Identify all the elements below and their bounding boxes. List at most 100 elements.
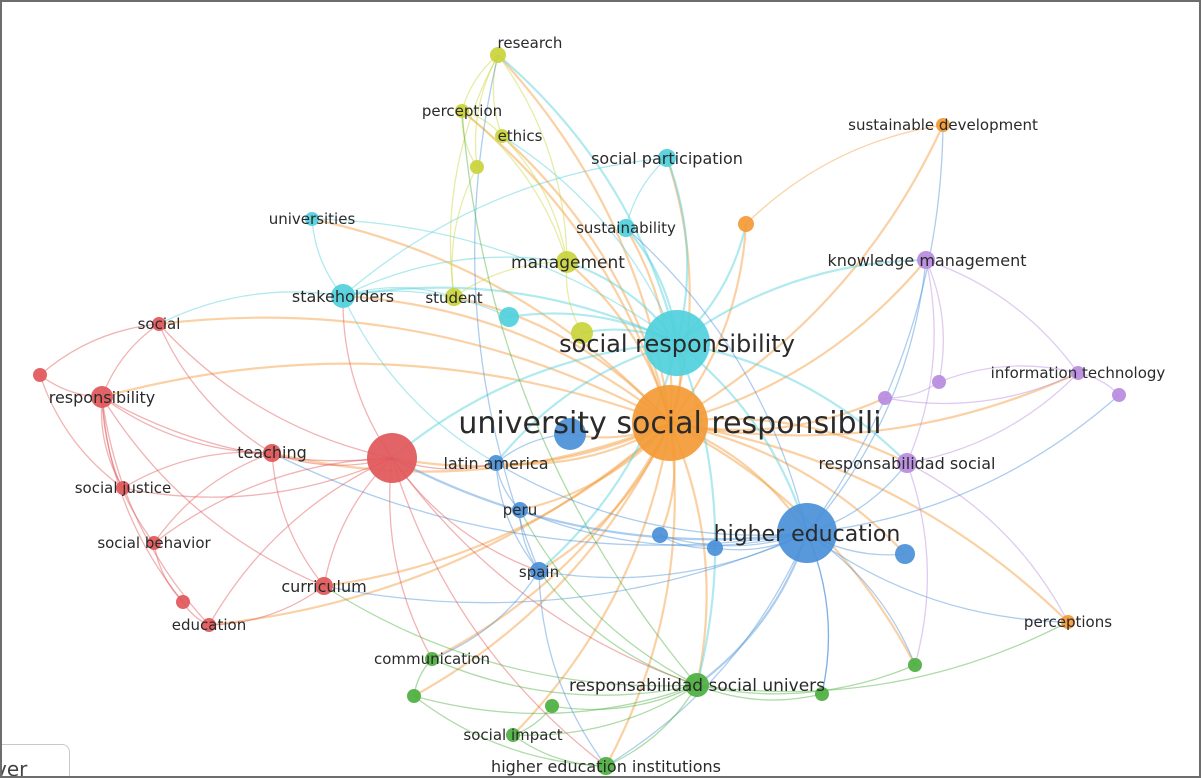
edge-usr-education (208, 422, 671, 627)
edge-p_unl3-he (806, 394, 1120, 534)
edge-sust_dev-he (806, 124, 944, 534)
node-p_unl1[interactable] (878, 391, 892, 405)
edge-stakeholders-student (342, 286, 455, 298)
node-g_unl1[interactable] (407, 689, 421, 703)
edge-he-curriculum (323, 532, 808, 604)
edge-big_red-responsibility (101, 396, 393, 462)
edge-perceptions-rsu (696, 621, 1069, 693)
node-g_unl4[interactable] (908, 658, 922, 672)
edge-usr-curriculum (323, 422, 671, 588)
ver-button-label: ver (2, 757, 28, 778)
node-communication[interactable] (425, 652, 439, 666)
edge-responsibility-soc_beh (101, 396, 155, 544)
node-peru[interactable] (512, 502, 528, 518)
edge-peru-rsu (519, 509, 698, 686)
label-info_tech: information technology (991, 364, 1166, 382)
node-y_unl2[interactable] (571, 322, 593, 344)
edge-he-spain (538, 532, 808, 579)
edge-big_red-social (158, 323, 393, 459)
node-soc_impact[interactable] (506, 728, 520, 742)
node-blue_mid[interactable] (554, 418, 586, 450)
edge-hei-g_unl1 (413, 695, 607, 767)
node-perceptions[interactable] (1061, 615, 1075, 629)
node-p_unl2[interactable] (932, 375, 946, 389)
node-he[interactable] (777, 503, 837, 563)
node-g_unl3[interactable] (815, 687, 829, 701)
node-g_unl2[interactable] (545, 699, 559, 713)
node-sust_dev[interactable] (936, 118, 950, 132)
label-universities: universities (269, 210, 356, 228)
node-r_unl2[interactable] (176, 595, 190, 609)
node-ethics[interactable] (495, 129, 509, 143)
edge-research-spain (474, 54, 540, 572)
edge-stakeholders-soc_part (342, 157, 668, 297)
edge-stakeholders-latin_am (342, 295, 497, 464)
node-hei[interactable] (597, 757, 615, 775)
node-r_unl[interactable] (33, 368, 47, 382)
node-soc_just[interactable] (116, 481, 130, 495)
node-soc_beh[interactable] (147, 536, 161, 550)
label-soc_impact: social impact (463, 726, 562, 744)
node-b_unl2[interactable] (707, 540, 723, 556)
node-rsu[interactable] (685, 673, 709, 697)
node-teaching[interactable] (263, 444, 281, 462)
node-stakeholders[interactable] (331, 284, 355, 308)
edge-teaching-soc_just (122, 451, 273, 489)
edge-usr-info_tech (669, 372, 1079, 437)
node-soc_part[interactable] (658, 149, 676, 167)
ver-button[interactable]: ver (2, 744, 70, 778)
node-c_unl[interactable] (499, 307, 519, 327)
label-spain: spain (519, 563, 559, 581)
label-social: social (138, 315, 181, 333)
node-spain[interactable] (530, 562, 548, 580)
edge-management-student (453, 261, 568, 298)
node-research[interactable] (490, 47, 506, 63)
edge-big_red-hei (391, 457, 607, 767)
edge-he-big_red (391, 457, 808, 541)
node-management[interactable] (556, 251, 578, 273)
edge-usr-soc_impact (512, 422, 672, 736)
edge-curriculum-rsu (323, 585, 698, 687)
node-universities[interactable] (305, 212, 319, 226)
node-know_man[interactable] (917, 251, 935, 269)
node-layer (33, 47, 1126, 775)
edge-usr-responsibility (101, 362, 671, 425)
node-education[interactable] (202, 618, 216, 632)
edge-rsu-hei (605, 684, 698, 767)
node-sr[interactable] (644, 310, 710, 376)
label-teaching: teaching (237, 443, 307, 462)
node-sustainability[interactable] (617, 219, 635, 237)
node-usr[interactable] (632, 385, 708, 461)
node-responsibility[interactable] (91, 386, 113, 408)
node-b_unl3[interactable] (895, 544, 915, 564)
edge-research-management (497, 54, 568, 263)
label-resp_soc: responsabilidad social (819, 454, 996, 473)
node-social[interactable] (152, 317, 166, 331)
node-info_tech[interactable] (1071, 366, 1085, 380)
node-big_red[interactable] (367, 433, 417, 483)
node-curriculum[interactable] (315, 577, 333, 595)
node-o_unl[interactable] (738, 216, 754, 232)
node-p_unl3[interactable] (1112, 388, 1126, 402)
edge-teaching-soc_beh (153, 452, 273, 544)
node-latin_am[interactable] (488, 455, 504, 471)
node-b_unl1[interactable] (652, 527, 668, 543)
node-perception[interactable] (455, 104, 469, 118)
edge-layer (39, 54, 1120, 767)
edge-he-peru (519, 509, 808, 547)
edge-usr-g_unl1 (413, 422, 671, 697)
edge-research-ethics (492, 54, 503, 137)
edge-rsu-soc_impact (512, 684, 698, 736)
edge-sust_dev-o_unl (745, 124, 944, 225)
node-resp_soc[interactable] (897, 453, 917, 473)
node-y_unl[interactable] (470, 160, 484, 174)
edge-teaching-curriculum (271, 452, 325, 587)
label-layer: university social responsibili social res… (49, 34, 1166, 776)
node-student[interactable] (445, 288, 463, 306)
label-ethics: ethics (498, 127, 543, 145)
label-sustainability: sustainability (576, 219, 676, 237)
label-curriculum: curriculum (281, 577, 366, 596)
edge-sr-universities (311, 218, 678, 344)
